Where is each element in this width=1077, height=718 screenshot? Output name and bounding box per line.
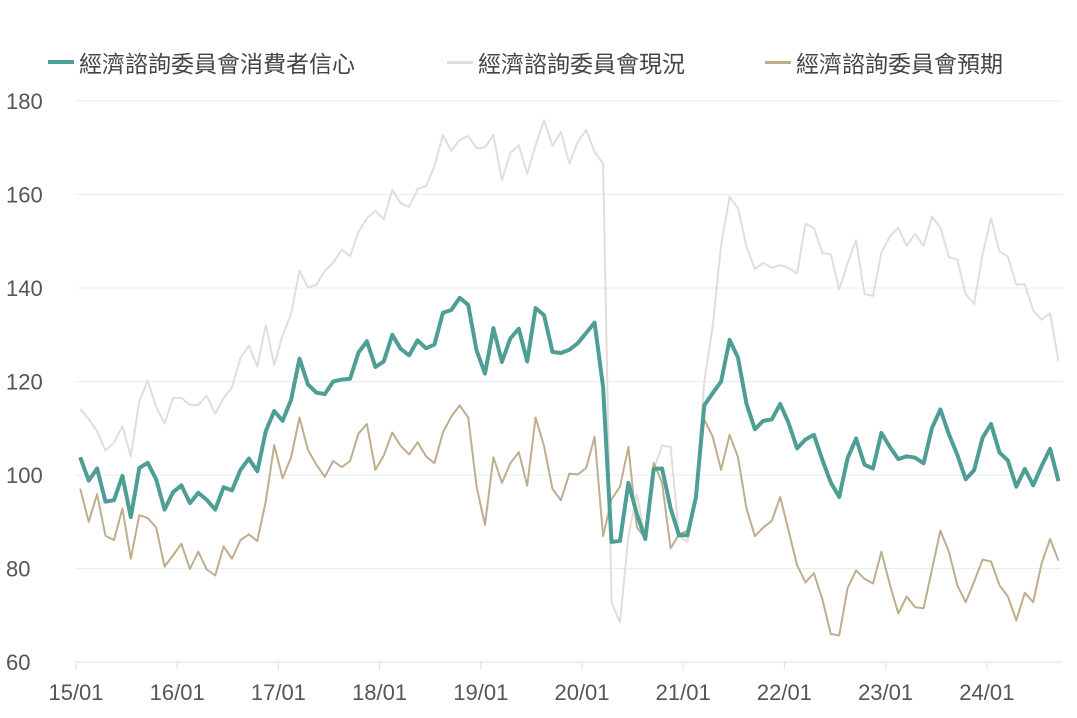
x-tick-label: 23/01	[858, 680, 913, 705]
legend-label: 經濟諮詢委員會預期	[796, 52, 1003, 78]
x-tick-label: 24/01	[959, 680, 1014, 705]
y-tick-label: 160	[6, 183, 43, 208]
y-tick-label: 180	[6, 89, 43, 114]
legend-item-confidence[interactable]: 經濟諮詢委員會消費者信心	[48, 44, 355, 80]
x-tick-label: 20/01	[554, 680, 609, 705]
y-tick-label: 100	[6, 463, 43, 488]
legend-swatch-expectations	[765, 60, 791, 64]
series-lines	[78, 119, 1061, 637]
series-line-confidence	[78, 295, 1061, 544]
x-tick-label: 17/01	[251, 680, 306, 705]
x-tick-label: 18/01	[352, 680, 407, 705]
gridlines	[76, 100, 1062, 569]
y-tick-label: 140	[6, 276, 43, 301]
legend-label: 經濟諮詢委員會消費者信心	[79, 52, 355, 78]
legend-swatch-present	[447, 60, 473, 64]
x-tick-label: 22/01	[757, 680, 812, 705]
x-tick-label: 15/01	[48, 680, 103, 705]
x-tick-label: 16/01	[150, 680, 205, 705]
x-axis: 15/01 16/01 17/01 18/01 19/01 20/01 21/01 22/01…	[48, 661, 1062, 705]
legend-label: 經濟諮詢委員會現況	[478, 52, 685, 78]
legend-swatch-confidence	[48, 60, 74, 64]
y-tick-label: 80	[6, 557, 30, 582]
y-tick-label: 120	[6, 370, 43, 395]
y-tick-label: 60	[6, 650, 30, 675]
series-line-present-situation	[79, 119, 1060, 624]
x-tick-label: 19/01	[453, 680, 508, 705]
legend-item-present[interactable]: 經濟諮詢委員會現況	[447, 44, 685, 80]
chart-legend: 經濟諮詢委員會消費者信心 經濟諮詢委員會現況 經濟諮詢委員會預期	[0, 44, 1077, 80]
legend-item-expectations[interactable]: 經濟諮詢委員會預期	[765, 44, 1003, 80]
y-axis: 60 80 100 120 140 160 180	[6, 89, 43, 675]
x-tick-label: 21/01	[656, 680, 711, 705]
series-line-expectations	[79, 404, 1060, 637]
